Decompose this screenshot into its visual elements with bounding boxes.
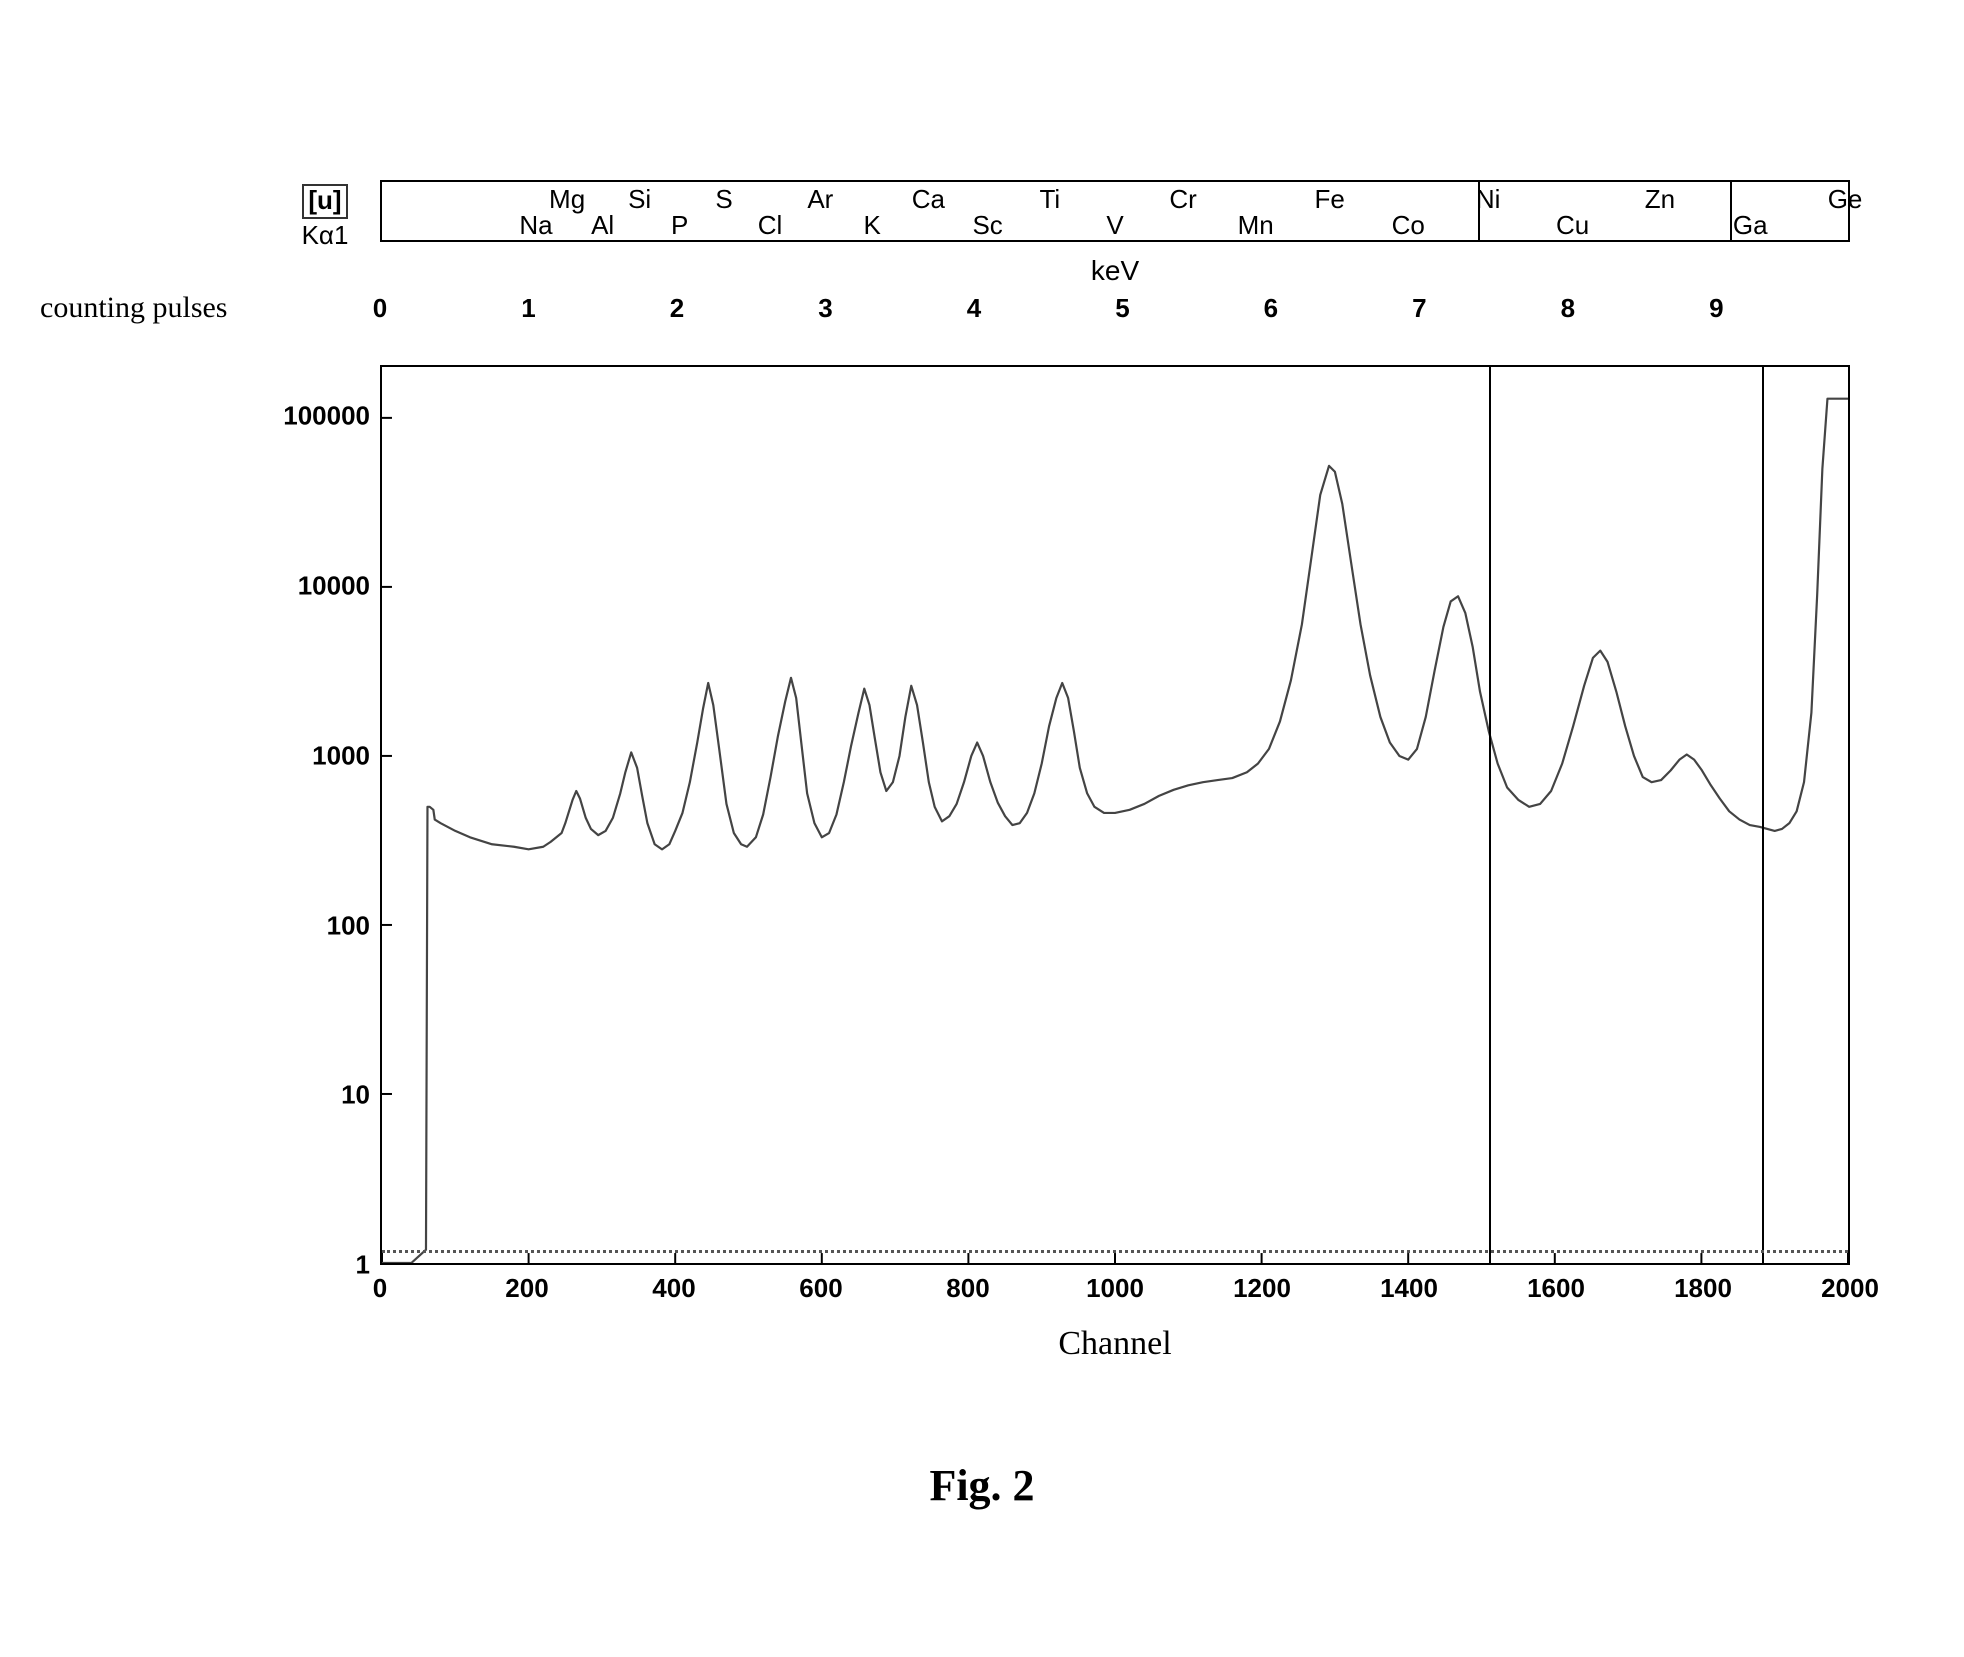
spectrum-svg: [382, 367, 1848, 1263]
element-bar-row: [u] Kα1 NaMgAlSiPSClArKCaScTiVCrMnFeCoNi…: [270, 180, 1850, 249]
element-symbol: Al: [591, 212, 614, 238]
kev-tick: 5: [1115, 293, 1129, 324]
element-bar-boxed-symbol: [u]: [302, 184, 347, 219]
x-axis-label: Channel: [380, 1325, 1850, 1363]
x-tick: 0: [373, 1273, 387, 1304]
kev-numbers-row: counting pulses 0123456789: [270, 291, 1850, 325]
kev-tick: 7: [1412, 293, 1426, 324]
x-tick: 2000: [1821, 1273, 1879, 1304]
y-axis-ticks: 110100100010000100000: [270, 365, 380, 1265]
element-symbol: K: [863, 212, 880, 238]
y-tick: 1000: [312, 740, 370, 771]
x-tick: 1800: [1674, 1273, 1732, 1304]
element-symbol: Na: [519, 212, 552, 238]
kev-tick: 2: [670, 293, 684, 324]
element-symbol: Cu: [1556, 212, 1589, 238]
element-symbol: Fe: [1315, 186, 1345, 212]
x-axis-ticks: 0200400600800100012001400160018002000: [380, 1273, 1850, 1307]
figure-caption: Fig. 2: [929, 1460, 1034, 1511]
kev-tick: 8: [1561, 293, 1575, 324]
element-bar: NaMgAlSiPSClArKCaScTiVCrMnFeCoNiCuZnGaGe: [380, 180, 1850, 242]
element-bar-divider: [1730, 182, 1732, 240]
y-tick: 1: [356, 1250, 370, 1281]
element-symbol: Zn: [1645, 186, 1675, 212]
element-symbol: Co: [1392, 212, 1425, 238]
x-tick: 200: [505, 1273, 548, 1304]
y-tick: 10000: [298, 571, 370, 602]
x-tick: 400: [652, 1273, 695, 1304]
x-ticks-row: 0200400600800100012001400160018002000: [270, 1273, 1850, 1307]
element-symbol: Ar: [807, 186, 833, 212]
kev-tick: 1: [521, 293, 535, 324]
element-symbol: Mg: [549, 186, 585, 212]
spectrum-line: [382, 399, 1848, 1263]
plot-row: 110100100010000100000: [270, 365, 1850, 1265]
element-bar-left-label: [u] Kα1: [270, 180, 380, 249]
element-symbol: Ca: [912, 186, 945, 212]
element-bar-line-label: Kα1: [302, 220, 349, 250]
element-bar-divider: [1478, 182, 1480, 240]
element-symbol: Mn: [1238, 212, 1274, 238]
x-tick: 1000: [1086, 1273, 1144, 1304]
kev-tick: 4: [967, 293, 981, 324]
kev-tick: 3: [818, 293, 832, 324]
x-tick: 1600: [1527, 1273, 1585, 1304]
x-tick: 1400: [1380, 1273, 1438, 1304]
element-symbol: Cr: [1169, 186, 1196, 212]
y-tick: 100: [327, 910, 370, 941]
figure-container: [u] Kα1 NaMgAlSiPSClArKCaScTiVCrMnFeCoNi…: [150, 180, 1850, 1363]
kev-tick: 9: [1709, 293, 1723, 324]
kev-axis-label: keV: [380, 255, 1850, 287]
element-symbol: S: [715, 186, 732, 212]
element-symbol: Ge: [1828, 186, 1863, 212]
x-tick: 800: [946, 1273, 989, 1304]
element-symbol: Cl: [758, 212, 783, 238]
kev-tick: 0: [373, 293, 387, 324]
y-axis-label: counting pulses: [40, 291, 150, 325]
baseline-dotted: [382, 1250, 1848, 1253]
y-tick: 10: [341, 1080, 370, 1111]
element-symbol: Si: [628, 186, 651, 212]
element-symbol: Sc: [972, 212, 1002, 238]
plot-vertical-line: [1762, 367, 1764, 1263]
plot-area: [380, 365, 1850, 1265]
plot-vertical-line: [1489, 367, 1491, 1263]
element-symbol: V: [1106, 212, 1123, 238]
kev-label-row: keV: [270, 255, 1850, 287]
kev-axis-ticks: 0123456789: [380, 293, 1850, 323]
element-symbol: Ga: [1733, 212, 1768, 238]
kev-tick: 6: [1264, 293, 1278, 324]
x-tick: 600: [799, 1273, 842, 1304]
element-symbol: Ti: [1039, 186, 1060, 212]
y-tick: 100000: [283, 401, 370, 432]
element-symbol: P: [671, 212, 688, 238]
x-tick: 1200: [1233, 1273, 1291, 1304]
